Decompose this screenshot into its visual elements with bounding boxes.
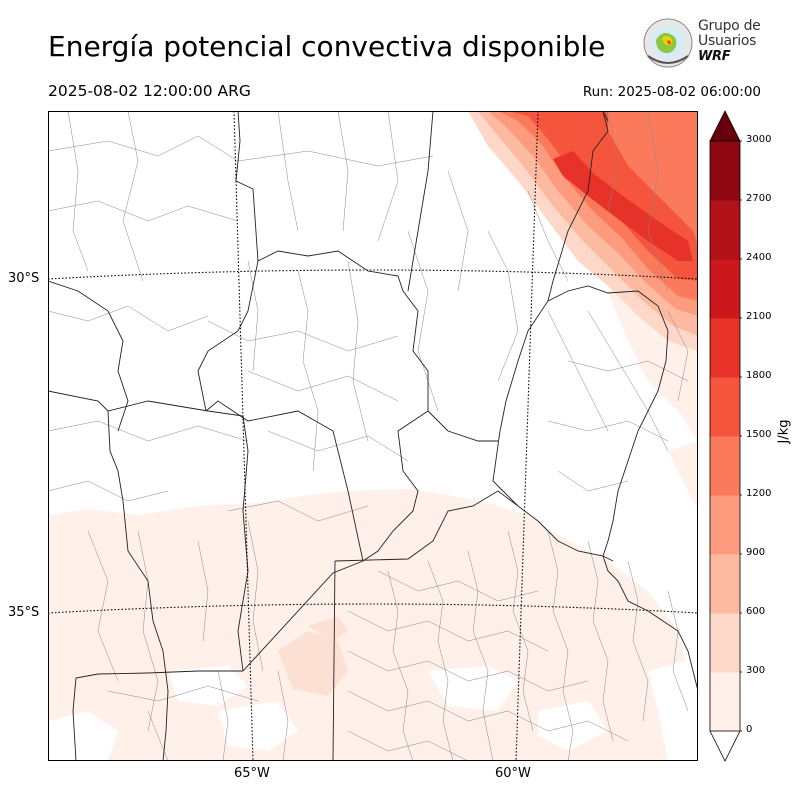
colorbar-tick-label: 3000 (746, 134, 772, 145)
colorbar-band (710, 377, 740, 437)
colorbar-band (710, 436, 740, 496)
lon-label-65w: 65°W (234, 766, 270, 781)
department-boundaries (48, 111, 689, 761)
colorbar-tick-label: 2400 (746, 252, 772, 263)
valid-time: 2025-08-02 12:00:00 ARG (48, 82, 251, 100)
cape-field-patches (278, 616, 348, 696)
wrf-logo: Grupo de Usuarios WRF (638, 16, 768, 72)
lon-label-60w: 60°W (495, 766, 531, 781)
colorbar-band (710, 259, 740, 319)
colorbar (709, 110, 742, 762)
colorbar-band (710, 495, 740, 555)
logo-line-1: Grupo de (698, 18, 761, 34)
colorbar-tick-label: 1200 (746, 488, 772, 499)
logo-line-2: Usuarios (698, 33, 757, 49)
colorbar-tick-label: 900 (746, 547, 766, 558)
graticule (48, 111, 698, 761)
colorbar-band (710, 318, 740, 378)
colorbar-tick-label: 300 (746, 665, 766, 676)
colorbar-extend-max (709, 110, 741, 142)
cape-field-high (468, 111, 698, 351)
province-boundaries (48, 111, 698, 761)
colorbar-tick-label: 0 (746, 724, 753, 735)
map-panel[interactable] (48, 111, 698, 761)
logo-text: Grupo de Usuarios WRF (698, 18, 761, 65)
colorbar-tick-label: 1500 (746, 429, 772, 440)
colorbar-tick-label: 2700 (746, 193, 772, 204)
colorbar-band (710, 200, 740, 260)
colorbar-tick-label: 2100 (746, 311, 772, 322)
globe-icon (643, 18, 693, 68)
logo-line-3: WRF (698, 49, 731, 64)
colorbar-extend-min (709, 730, 741, 762)
colorbar-band (710, 141, 740, 201)
colorbar-tick-label: 1800 (746, 370, 772, 381)
colorbar-band (710, 613, 740, 673)
lat-label-35s: 35°S (8, 605, 40, 620)
run-time: Run: 2025-08-02 06:00:00 (582, 84, 761, 100)
lat-label-30s: 30°S (8, 271, 40, 286)
colorbar-unit: J/kg (776, 419, 792, 444)
colorbar-tick-label: 600 (746, 606, 766, 617)
colorbar-band (710, 672, 740, 732)
map-title: Energía potencial convectiva disponible (48, 30, 606, 63)
colorbar-band (710, 554, 740, 614)
